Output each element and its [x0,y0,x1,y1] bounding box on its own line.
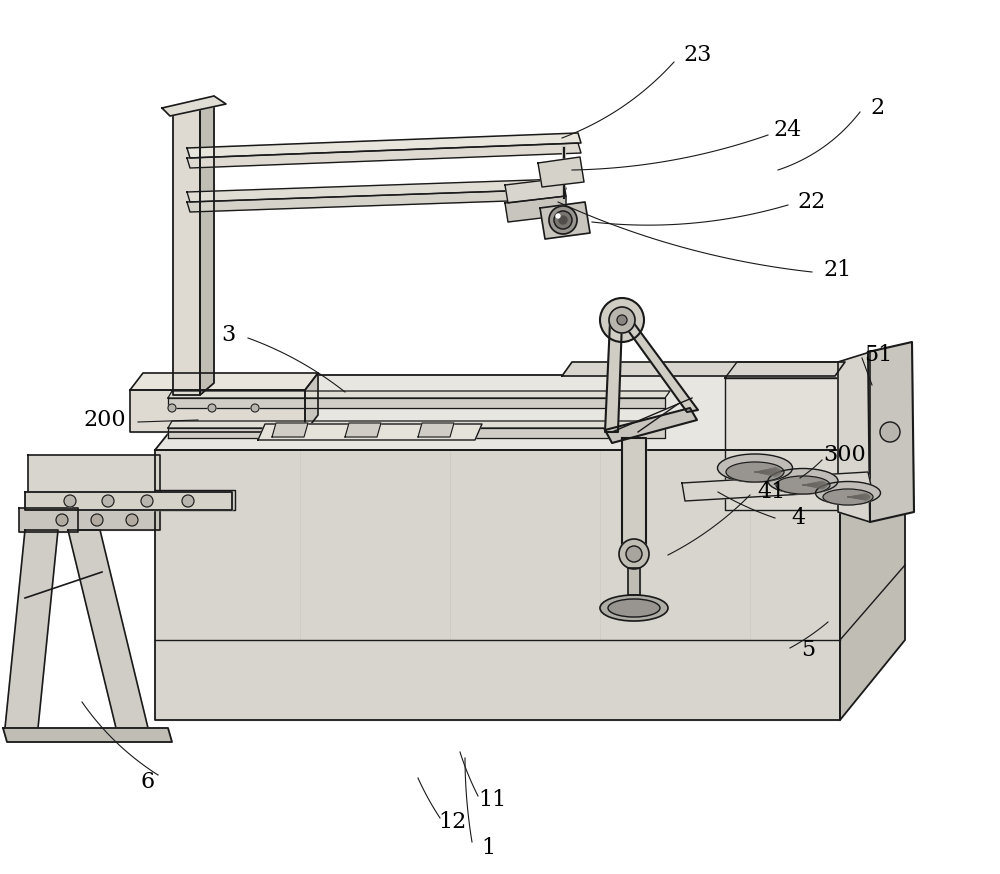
Ellipse shape [726,462,784,482]
Polygon shape [187,143,581,168]
Text: 11: 11 [478,789,506,811]
Polygon shape [682,472,872,501]
Polygon shape [19,508,78,532]
Polygon shape [838,352,870,522]
Circle shape [549,206,577,234]
Circle shape [609,307,635,333]
Polygon shape [562,362,845,376]
Circle shape [556,214,560,218]
Text: 21: 21 [824,259,852,281]
Circle shape [182,495,194,507]
Text: 51: 51 [864,344,892,366]
Polygon shape [605,322,622,432]
Text: 4: 4 [791,507,805,529]
Text: 2: 2 [871,97,885,119]
Circle shape [56,514,68,526]
Polygon shape [168,391,670,398]
Text: 41: 41 [758,481,786,503]
Circle shape [64,495,76,507]
Ellipse shape [823,489,873,505]
Polygon shape [505,196,566,222]
Polygon shape [868,342,914,522]
Text: 22: 22 [798,191,826,213]
Circle shape [600,298,644,342]
Polygon shape [168,428,665,438]
Polygon shape [725,362,912,378]
Ellipse shape [718,454,792,482]
Polygon shape [418,423,454,437]
Text: 1: 1 [481,837,495,859]
Polygon shape [622,438,646,548]
Circle shape [102,495,114,507]
Polygon shape [155,450,840,720]
Polygon shape [28,455,160,510]
Ellipse shape [600,595,668,621]
Circle shape [251,404,259,412]
Text: 300: 300 [824,444,866,466]
Polygon shape [173,108,200,395]
Polygon shape [200,96,214,395]
Polygon shape [5,530,58,728]
Polygon shape [130,373,318,390]
Polygon shape [187,133,581,158]
Text: 24: 24 [774,119,802,141]
Polygon shape [305,373,318,432]
Polygon shape [28,510,160,530]
Text: 23: 23 [684,44,712,66]
Polygon shape [155,490,235,510]
Circle shape [617,315,627,325]
Circle shape [208,404,216,412]
Polygon shape [130,390,305,432]
Polygon shape [155,375,905,450]
Text: 200: 200 [84,409,126,431]
Circle shape [91,514,103,526]
Polygon shape [840,375,905,720]
Polygon shape [540,202,590,239]
Circle shape [141,495,153,507]
Polygon shape [187,189,566,212]
Polygon shape [345,423,381,437]
Polygon shape [725,378,900,510]
Circle shape [559,216,567,224]
Ellipse shape [768,468,838,494]
Circle shape [619,539,649,569]
Polygon shape [168,398,665,408]
Circle shape [126,514,138,526]
Polygon shape [68,530,148,728]
Ellipse shape [816,482,881,504]
Polygon shape [622,322,698,412]
Polygon shape [25,492,232,510]
Circle shape [168,404,176,412]
Circle shape [626,546,642,562]
Polygon shape [3,728,172,742]
Circle shape [554,211,572,229]
Polygon shape [187,179,566,202]
Circle shape [880,422,900,442]
Polygon shape [538,157,584,187]
Ellipse shape [776,476,830,494]
Text: 3: 3 [221,324,235,346]
Text: 5: 5 [801,639,815,661]
Polygon shape [272,423,308,437]
Polygon shape [605,408,697,443]
Polygon shape [162,96,226,116]
Polygon shape [258,424,482,440]
Text: 12: 12 [438,811,466,833]
Text: 6: 6 [141,771,155,793]
Polygon shape [628,568,640,595]
Polygon shape [505,178,566,203]
Polygon shape [168,421,670,428]
Ellipse shape [608,599,660,617]
